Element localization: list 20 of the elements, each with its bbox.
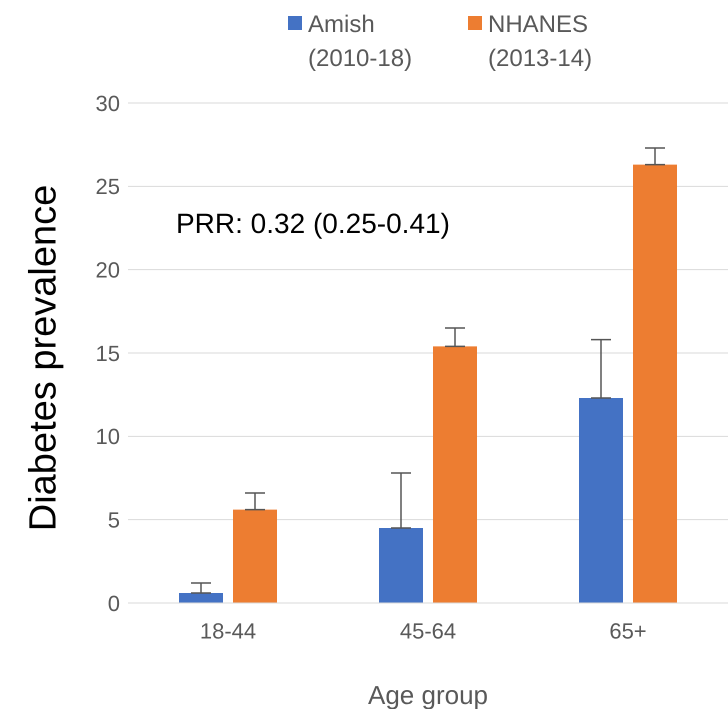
y-tick-label: 25 xyxy=(96,174,120,200)
y-tick-label: 5 xyxy=(108,507,120,532)
y-axis-title: Diabetes prevalence xyxy=(22,184,66,532)
legend-label: NHANES (2013-14) xyxy=(488,10,594,74)
x-tick-label: 45-64 xyxy=(400,618,456,644)
bar xyxy=(379,528,423,603)
x-tick-label: 65+ xyxy=(609,618,647,644)
y-tick-label: 15 xyxy=(96,340,120,366)
x-tick-label: 18-44 xyxy=(200,618,256,644)
annotation: PRR: 0.32 (0.25-0.41) xyxy=(176,208,450,240)
bar xyxy=(233,510,277,603)
y-tick-label: 30 xyxy=(96,90,120,116)
bar xyxy=(179,593,223,603)
y-tick-label: 10 xyxy=(96,424,120,450)
bar xyxy=(579,398,623,603)
legend-label: Amish (2010-18) xyxy=(308,10,414,74)
bar xyxy=(633,164,677,603)
bar xyxy=(433,346,477,603)
y-tick-label: 20 xyxy=(96,257,120,282)
y-tick-label: 0 xyxy=(108,590,120,616)
